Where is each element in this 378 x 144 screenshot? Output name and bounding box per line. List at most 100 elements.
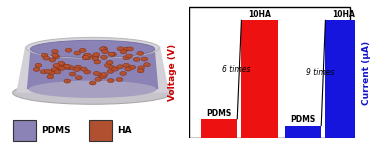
Ellipse shape <box>121 51 124 52</box>
Ellipse shape <box>102 73 104 74</box>
Ellipse shape <box>107 69 114 73</box>
Ellipse shape <box>76 66 78 67</box>
Ellipse shape <box>85 53 91 57</box>
Ellipse shape <box>48 71 54 75</box>
Ellipse shape <box>125 48 127 49</box>
Ellipse shape <box>41 53 48 57</box>
Ellipse shape <box>71 73 73 74</box>
Polygon shape <box>27 49 158 89</box>
Ellipse shape <box>120 50 127 54</box>
Ellipse shape <box>75 65 82 69</box>
Ellipse shape <box>75 52 77 53</box>
Ellipse shape <box>57 66 64 70</box>
Ellipse shape <box>110 52 116 56</box>
Ellipse shape <box>46 70 48 71</box>
Ellipse shape <box>95 77 102 81</box>
Ellipse shape <box>93 55 95 56</box>
Ellipse shape <box>135 58 136 59</box>
Text: HA: HA <box>118 126 132 135</box>
Polygon shape <box>16 47 169 93</box>
Bar <box>242 20 278 138</box>
Text: 10HA: 10HA <box>332 10 355 19</box>
Ellipse shape <box>104 63 111 67</box>
Ellipse shape <box>67 49 68 50</box>
Ellipse shape <box>143 58 144 59</box>
Ellipse shape <box>124 56 126 57</box>
Ellipse shape <box>13 81 172 104</box>
Ellipse shape <box>60 63 62 64</box>
Ellipse shape <box>81 67 87 71</box>
Ellipse shape <box>31 40 155 58</box>
Ellipse shape <box>56 71 58 72</box>
Ellipse shape <box>59 66 66 70</box>
Ellipse shape <box>65 48 72 52</box>
Ellipse shape <box>106 64 108 65</box>
Ellipse shape <box>63 64 70 68</box>
Ellipse shape <box>141 57 148 61</box>
Text: PDMS: PDMS <box>290 115 316 124</box>
Ellipse shape <box>102 56 104 57</box>
Ellipse shape <box>65 80 67 81</box>
Ellipse shape <box>79 48 86 52</box>
Ellipse shape <box>126 68 128 69</box>
Ellipse shape <box>121 72 123 73</box>
Ellipse shape <box>94 72 97 73</box>
Ellipse shape <box>51 68 58 72</box>
Ellipse shape <box>59 62 61 63</box>
Ellipse shape <box>123 56 130 60</box>
Text: PDMS: PDMS <box>206 109 232 118</box>
Ellipse shape <box>112 67 118 71</box>
Ellipse shape <box>118 78 119 79</box>
Ellipse shape <box>33 67 40 71</box>
Ellipse shape <box>44 57 46 58</box>
Ellipse shape <box>47 75 54 79</box>
Ellipse shape <box>99 47 106 51</box>
Ellipse shape <box>120 72 127 76</box>
Ellipse shape <box>84 56 86 57</box>
Ellipse shape <box>98 73 104 77</box>
Ellipse shape <box>127 47 133 51</box>
Text: PDMS: PDMS <box>41 126 71 135</box>
Ellipse shape <box>45 69 51 73</box>
Ellipse shape <box>52 53 59 57</box>
Ellipse shape <box>123 47 130 51</box>
Ellipse shape <box>56 65 62 69</box>
Ellipse shape <box>109 79 111 80</box>
Ellipse shape <box>108 70 110 71</box>
Ellipse shape <box>108 61 110 62</box>
Ellipse shape <box>54 64 56 65</box>
Ellipse shape <box>36 64 39 65</box>
Ellipse shape <box>109 53 112 54</box>
Ellipse shape <box>138 66 144 70</box>
Ellipse shape <box>93 53 100 57</box>
Text: Voltage (V): Voltage (V) <box>168 44 177 101</box>
Ellipse shape <box>101 73 108 77</box>
Ellipse shape <box>92 54 99 58</box>
Ellipse shape <box>139 70 141 71</box>
Ellipse shape <box>54 70 61 74</box>
Ellipse shape <box>40 70 47 74</box>
Ellipse shape <box>81 49 83 50</box>
Ellipse shape <box>84 56 85 57</box>
Ellipse shape <box>100 75 107 79</box>
Ellipse shape <box>35 63 42 67</box>
Ellipse shape <box>86 54 88 55</box>
Ellipse shape <box>74 51 81 55</box>
Ellipse shape <box>91 82 93 83</box>
Ellipse shape <box>75 68 77 69</box>
Ellipse shape <box>139 67 141 68</box>
Ellipse shape <box>106 60 113 65</box>
Ellipse shape <box>58 67 60 68</box>
Ellipse shape <box>108 66 115 70</box>
Ellipse shape <box>93 57 95 58</box>
Ellipse shape <box>116 77 123 82</box>
Ellipse shape <box>101 55 107 59</box>
Ellipse shape <box>43 56 50 60</box>
Ellipse shape <box>85 71 87 72</box>
Ellipse shape <box>85 54 87 55</box>
Ellipse shape <box>110 66 112 67</box>
Ellipse shape <box>111 53 113 54</box>
Ellipse shape <box>138 52 140 53</box>
Text: Current (μA): Current (μA) <box>363 41 372 105</box>
Ellipse shape <box>117 65 124 69</box>
